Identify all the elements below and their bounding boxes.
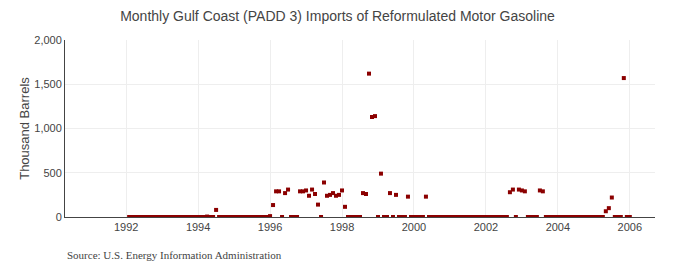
svg-text:1,000: 1,000 — [34, 122, 62, 134]
svg-text:500: 500 — [43, 167, 61, 179]
svg-text:1998: 1998 — [330, 221, 354, 233]
svg-text:0: 0 — [56, 211, 62, 223]
svg-text:2,000: 2,000 — [34, 34, 62, 46]
svg-text:Monthly Gulf Coast (PADD 3) Im: Monthly Gulf Coast (PADD 3) Imports of R… — [120, 8, 555, 24]
svg-text:2006: 2006 — [618, 221, 642, 233]
svg-text:1,500: 1,500 — [34, 78, 62, 90]
svg-text:Thousand Barrels: Thousand Barrels — [17, 77, 32, 180]
svg-text:2002: 2002 — [474, 221, 498, 233]
svg-text:1992: 1992 — [114, 221, 138, 233]
svg-text:1996: 1996 — [258, 221, 282, 233]
svg-text:2004: 2004 — [546, 221, 570, 233]
svg-text:1994: 1994 — [186, 221, 210, 233]
svg-text:Source: U.S. Energy Informatio: Source: U.S. Energy Information Administ… — [67, 249, 282, 261]
svg-text:2000: 2000 — [402, 221, 426, 233]
